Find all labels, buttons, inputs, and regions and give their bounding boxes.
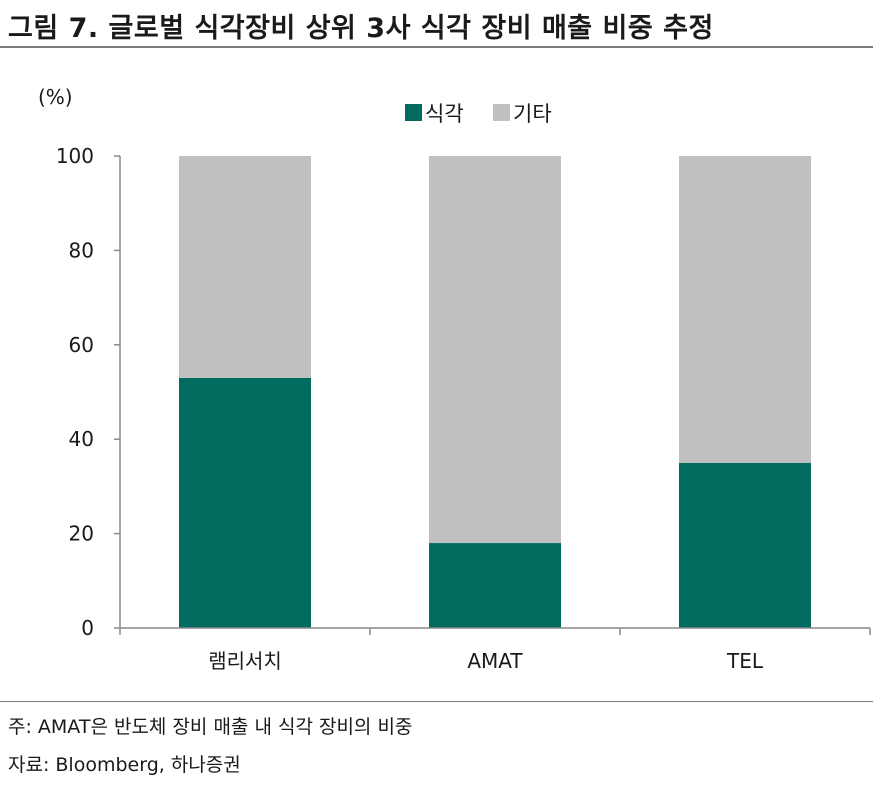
y-tick-label: 100 <box>56 144 94 168</box>
bar-etch-0 <box>179 377 311 628</box>
title-divider <box>0 46 873 48</box>
figure-title: 그림 7. 글로벌 식각장비 상위 3사 식각 장비 매출 비중 추정 <box>8 13 714 44</box>
legend: 식각 기타 <box>405 102 552 126</box>
legend-label-etch: 식각 <box>425 102 464 126</box>
y-tick-label: 60 <box>69 333 94 357</box>
y-tick-label: 40 <box>69 427 94 451</box>
bar-etch-2 <box>679 462 811 628</box>
y-tick-label: 80 <box>69 238 94 262</box>
legend-swatch-other <box>493 104 510 121</box>
y-tick-label: 0 <box>81 616 94 640</box>
x-category-label: AMAT <box>467 649 523 673</box>
y-axis-unit: (%) <box>38 85 73 109</box>
bar-other-0 <box>179 156 311 378</box>
stacked-bar-chart: (%) 식각 기타 0 20 40 60 80 100 램리서치 AMAT TEL <box>38 85 871 673</box>
x-category-label: TEL <box>726 649 764 673</box>
axes: 0 20 40 60 80 100 램리서치 AMAT TEL <box>56 144 871 673</box>
bar-etch-1 <box>429 543 561 628</box>
bar-other-1 <box>429 156 561 544</box>
x-category-label: 램리서치 <box>208 649 282 673</box>
legend-swatch-etch <box>405 104 422 121</box>
bar-other-2 <box>679 156 811 463</box>
chart-note: 주: AMAT은 반도체 장비 매출 내 식각 장비의 비중 <box>8 716 413 738</box>
footer-divider <box>0 701 873 702</box>
chart-source: 자료: Bloomberg, 하나증권 <box>8 754 241 776</box>
legend-label-other: 기타 <box>513 102 552 126</box>
bars <box>179 156 811 628</box>
y-tick-label: 20 <box>69 522 94 546</box>
